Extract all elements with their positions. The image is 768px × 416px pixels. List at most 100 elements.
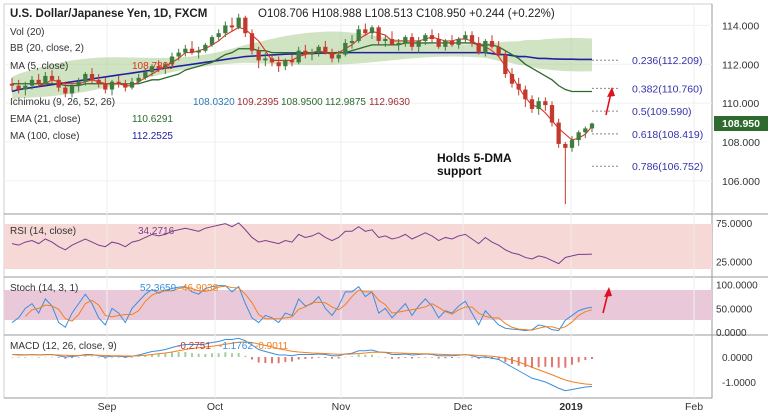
candle-body-14 bbox=[103, 83, 108, 90]
macd-hist-81 bbox=[551, 357, 553, 368]
candle-body-71 bbox=[483, 40, 488, 53]
rsi-tick-0: 75.0000 bbox=[716, 219, 753, 230]
candle-body-78 bbox=[529, 99, 535, 109]
candle-body-55 bbox=[376, 27, 381, 41]
macd-hist-12 bbox=[91, 356, 93, 357]
macd-hist-10 bbox=[77, 357, 80, 358]
macd-hist-61 bbox=[417, 357, 420, 358]
candle-body-67 bbox=[456, 39, 461, 45]
macd-hist-16 bbox=[117, 357, 120, 358]
candle-body-33 bbox=[229, 25, 235, 28]
macd-hist-64 bbox=[437, 357, 440, 359]
legend-ma100-value: 112.2525 bbox=[132, 131, 173, 142]
candle-body-38 bbox=[263, 58, 268, 61]
candle-body-44 bbox=[303, 50, 308, 55]
price-tick-4: 106.000 bbox=[722, 176, 760, 188]
ichimoku-span-a-value: 112.9875 bbox=[325, 97, 366, 108]
legend-ma5[interactable]: MA (5, close) bbox=[10, 61, 68, 72]
ichimoku-lagging-value: 108.9500 bbox=[281, 97, 323, 108]
candle-body-64 bbox=[436, 39, 441, 47]
macd-hist-18 bbox=[131, 357, 133, 358]
candle-body-72 bbox=[489, 40, 495, 47]
macd-hist-59 bbox=[404, 357, 407, 358]
macd-hist-45 bbox=[311, 357, 313, 359]
candle-body-86 bbox=[583, 128, 588, 133]
candle-body-65 bbox=[443, 40, 448, 47]
candle-body-52 bbox=[356, 29, 361, 41]
candle-body-25 bbox=[176, 52, 181, 57]
candle-body-10 bbox=[76, 81, 81, 86]
price-tick-0: 114.000 bbox=[722, 20, 759, 32]
candle-body-26 bbox=[183, 48, 188, 53]
macd-signal-value: -0.9011 bbox=[255, 341, 289, 352]
candle-body-80 bbox=[543, 101, 548, 106]
ichimoku-base-value: 109.2395 bbox=[237, 97, 279, 108]
macd-hist-42 bbox=[291, 357, 293, 362]
rsi-tick-1: 25.0000 bbox=[716, 257, 753, 268]
macd-hist-68 bbox=[464, 356, 467, 358]
macd-hist-2 bbox=[24, 357, 27, 358]
macd-hist-53 bbox=[364, 354, 367, 357]
candle-body-40 bbox=[276, 62, 281, 67]
legend-macd[interactable]: MACD (12, 26, close, 9) bbox=[10, 341, 117, 352]
candle-body-50 bbox=[343, 42, 348, 55]
macd-hist-3 bbox=[31, 356, 33, 358]
x-tick-Nov: Nov bbox=[332, 401, 351, 413]
candle-body-16 bbox=[116, 81, 121, 84]
legend-ichimoku[interactable]: Ichimoku (9, 26, 52, 26) bbox=[10, 97, 115, 108]
candle-body-79 bbox=[536, 101, 541, 109]
candle-body-34 bbox=[236, 17, 241, 28]
x-tick-Feb: Feb bbox=[685, 401, 703, 413]
macd-hist-49 bbox=[337, 357, 340, 359]
candle-body-7 bbox=[56, 79, 61, 88]
ichimoku-cloud bbox=[12, 31, 592, 100]
last-price-badge bbox=[714, 116, 768, 131]
macd-hist-4 bbox=[37, 357, 40, 358]
macd-hist-23 bbox=[164, 353, 167, 357]
candle-body-5 bbox=[43, 75, 48, 84]
arrow-up-price bbox=[605, 87, 615, 116]
candle-body-49 bbox=[336, 54, 341, 59]
macd-hist-11 bbox=[84, 356, 87, 357]
candle-body-59 bbox=[403, 37, 408, 43]
macd-hist-50 bbox=[344, 356, 347, 358]
macd-hist-28 bbox=[197, 353, 200, 357]
candle-body-66 bbox=[449, 40, 455, 45]
macd-hist-67 bbox=[457, 357, 460, 358]
candle-body-18 bbox=[129, 81, 135, 88]
macd-hist-79 bbox=[537, 357, 540, 368]
x-tick-Oct: Oct bbox=[207, 401, 223, 413]
macd-hist-48 bbox=[331, 357, 333, 359]
legend-rsi[interactable]: RSI (14, close) bbox=[10, 226, 76, 237]
candle-body-61 bbox=[416, 40, 421, 47]
candle-body-48 bbox=[329, 52, 335, 59]
candle-body-87 bbox=[589, 123, 595, 129]
macd-hist-52 bbox=[357, 354, 360, 357]
fib-label-0: 0.236(112.209) bbox=[632, 55, 702, 67]
candle-body-21 bbox=[149, 66, 155, 73]
macd-hist-40 bbox=[277, 357, 280, 364]
price-tick-3: 108.000 bbox=[722, 137, 760, 149]
macd-hist-29 bbox=[204, 354, 207, 357]
macd-hist-54 bbox=[371, 354, 373, 357]
legend-bb[interactable]: BB (20, close, 2) bbox=[10, 43, 84, 54]
legend-stoch[interactable]: Stoch (14, 3, 1) bbox=[10, 283, 78, 294]
candle-body-19 bbox=[136, 77, 141, 82]
macd-hist-22 bbox=[157, 354, 160, 357]
macd-histogram-value: -0.2751 bbox=[177, 341, 211, 352]
macd-hist-80 bbox=[544, 357, 547, 367]
legend-vol[interactable]: Vol (20) bbox=[10, 27, 44, 38]
candle-body-6 bbox=[49, 75, 55, 80]
legend-ma100[interactable]: MA (100, close) bbox=[10, 131, 79, 142]
stoch-d-line bbox=[24, 285, 593, 331]
macd-line-value: -1.1762 bbox=[219, 341, 253, 352]
candle-body-74 bbox=[503, 54, 508, 74]
macd-hist-78 bbox=[531, 357, 533, 368]
macd-hist-26 bbox=[184, 352, 187, 357]
macd-hist-85 bbox=[577, 357, 580, 363]
x-tick-Sep: Sep bbox=[98, 401, 117, 413]
fib-label-2: 0.5(109.590) bbox=[632, 106, 692, 118]
legend-ema21[interactable]: EMA (21, close) bbox=[10, 114, 81, 125]
macd-hist-31 bbox=[217, 353, 220, 357]
macd-hist-41 bbox=[284, 357, 287, 362]
